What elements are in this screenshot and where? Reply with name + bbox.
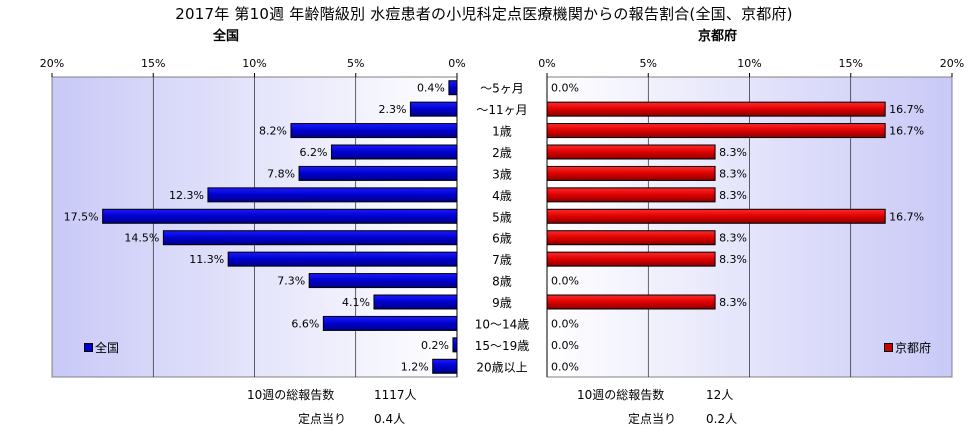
category-label: 5歳 [492, 210, 512, 224]
category-label: 15～19歳 [475, 339, 530, 353]
right-tick-label: 5% [640, 57, 657, 70]
left-bar [290, 123, 458, 139]
left-data-label: 17.5% [64, 210, 99, 223]
right-bar [546, 294, 716, 310]
left-bar [452, 337, 458, 353]
category-label: ～11ヶ月 [476, 103, 527, 117]
left-bar [373, 294, 458, 310]
left-data-label: 6.2% [299, 146, 327, 159]
left-tick-label: 20% [40, 57, 64, 70]
left-footer-per-label: 定点当り [298, 412, 347, 426]
left-tick-label: 15% [141, 57, 165, 70]
left-data-label: 14.5% [124, 232, 159, 245]
right-tick-label: 15% [839, 57, 863, 70]
right-tick-label: 20% [940, 57, 964, 70]
left-bar [308, 273, 458, 289]
left-data-label: 0.2% [421, 339, 449, 352]
right-bar [546, 165, 716, 181]
right-legend-swatch [884, 343, 893, 352]
right-bar [546, 123, 886, 139]
left-data-label: 0.4% [417, 82, 445, 95]
left-data-label: 1.2% [401, 360, 429, 373]
left-data-label: 12.3% [169, 189, 204, 202]
left-data-label: 7.3% [277, 275, 305, 288]
left-data-label: 7.8% [267, 167, 295, 180]
right-footer-per-value: 0.2人 [706, 412, 738, 426]
left-footer-per-value: 0.4人 [374, 412, 406, 426]
right-bar [546, 251, 716, 267]
left-bar [330, 144, 458, 160]
left-bar [162, 230, 458, 246]
category-label: 10～14歳 [475, 317, 530, 331]
left-data-label: 2.3% [378, 103, 406, 116]
right-data-label: 8.3% [719, 253, 747, 266]
category-label: 2歳 [492, 146, 512, 160]
right-bar [546, 187, 716, 203]
chart-title: 2017年 第10週 年齢階級別 水痘患者の小児科定点医療機関からの報告割合(全… [175, 5, 793, 23]
left-bar [448, 80, 458, 96]
category-label: 3歳 [492, 167, 512, 181]
left-panel-title: 全国 [213, 29, 240, 44]
category-label: 7歳 [492, 253, 512, 267]
left-bar [322, 315, 458, 331]
right-bar [546, 230, 716, 246]
left-footer-total-value: 1117人 [374, 388, 417, 402]
left-tick-label: 5% [347, 57, 364, 70]
category-label: 8歳 [492, 275, 512, 289]
left-footer-total-label: 10週の総報告数 [247, 388, 335, 402]
left-legend: 全国 [84, 339, 119, 356]
left-legend-swatch [84, 343, 93, 352]
category-label: 1歳 [492, 125, 512, 139]
left-data-label: 4.1% [342, 296, 370, 309]
left-tick-label: 10% [242, 57, 266, 70]
right-data-label: 16.7% [889, 103, 924, 116]
left-bar [298, 165, 458, 181]
right-data-label: 0.0% [551, 360, 579, 373]
right-data-label: 8.3% [719, 146, 747, 159]
left-tick-label: 0% [448, 57, 465, 70]
category-label: ～5ヶ月 [480, 82, 524, 96]
right-data-label: 8.3% [719, 296, 747, 309]
right-panel-title: 京都府 [698, 29, 738, 44]
left-bar [102, 208, 458, 224]
right-footer-total-label: 10週の総報告数 [577, 388, 665, 402]
category-label: 20歳以上 [476, 360, 527, 374]
category-label: 6歳 [492, 232, 512, 246]
left-data-label: 6.6% [291, 317, 319, 330]
category-label: 4歳 [492, 189, 512, 203]
left-bar [409, 101, 458, 117]
right-bar [546, 144, 716, 160]
right-data-label: 8.3% [719, 232, 747, 245]
right-legend: 京都府 [884, 339, 931, 356]
left-data-label: 11.3% [189, 253, 224, 266]
right-footer-per-label: 定点当り [628, 412, 677, 426]
right-bar [546, 208, 886, 224]
left-bar [227, 251, 458, 267]
right-legend-label: 京都府 [895, 341, 932, 355]
right-tick-label: 10% [737, 57, 761, 70]
right-data-label: 16.7% [889, 125, 924, 138]
right-data-label: 0.0% [551, 275, 579, 288]
right-data-label: 16.7% [889, 210, 924, 223]
right-data-label: 8.3% [719, 167, 747, 180]
right-footer-total-value: 12人 [706, 388, 734, 402]
right-data-label: 0.0% [551, 339, 579, 352]
left-legend-label: 全国 [95, 341, 120, 355]
right-data-label: 0.0% [551, 317, 579, 330]
right-data-label: 0.0% [551, 82, 579, 95]
right-tick-label: 0% [538, 57, 555, 70]
left-data-label: 8.2% [259, 125, 287, 138]
right-data-label: 8.3% [719, 189, 747, 202]
right-bar [546, 101, 886, 117]
left-bar [207, 187, 458, 203]
category-label: 9歳 [492, 296, 512, 310]
left-bar [432, 358, 458, 374]
